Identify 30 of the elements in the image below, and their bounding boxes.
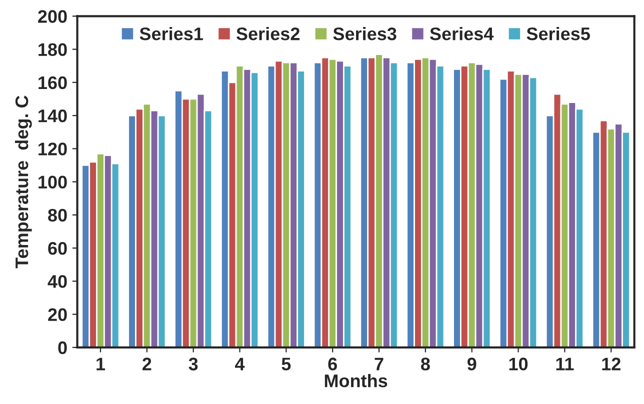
x-tick-label: 7 bbox=[374, 358, 384, 370]
y-tick-label: 200 bbox=[38, 10, 67, 23]
x-tick-label: 4 bbox=[235, 358, 245, 370]
x-tick-label: 2 bbox=[142, 358, 152, 370]
y-tick-label: 0 bbox=[58, 341, 67, 354]
legend-label: Series1 bbox=[140, 26, 203, 40]
y-tick-label: 60 bbox=[48, 242, 67, 255]
x-tick-label: 1 bbox=[96, 358, 106, 370]
x-tick-label: 3 bbox=[188, 358, 198, 370]
x-tick-label: 11 bbox=[556, 358, 574, 370]
x-tick-label: 12 bbox=[602, 358, 620, 370]
legend-label: Series3 bbox=[333, 26, 396, 40]
y-tick-label: 80 bbox=[48, 208, 67, 222]
y-tick-label: 180 bbox=[38, 43, 67, 56]
y-tick-label: 120 bbox=[38, 142, 67, 156]
legend-label: Series4 bbox=[430, 26, 494, 40]
y-tick-label: 160 bbox=[38, 76, 67, 90]
y-tick-label: 140 bbox=[38, 109, 67, 122]
x-tick-label: 6 bbox=[328, 358, 337, 370]
x-tick-label: 9 bbox=[467, 358, 476, 370]
x-tick-label: 5 bbox=[282, 358, 291, 370]
y-axis-title: Temperature deg. C bbox=[14, 96, 32, 268]
x-axis-title: Months bbox=[324, 374, 388, 388]
y-tick-label: 20 bbox=[48, 308, 67, 322]
y-tick-label: 100 bbox=[38, 176, 67, 189]
legend-label: Series2 bbox=[236, 26, 300, 40]
x-tick-label: 10 bbox=[509, 358, 528, 370]
legend-label: Series5 bbox=[526, 26, 590, 40]
x-tick-label: 8 bbox=[420, 358, 430, 370]
y-tick-label: 40 bbox=[48, 275, 67, 288]
